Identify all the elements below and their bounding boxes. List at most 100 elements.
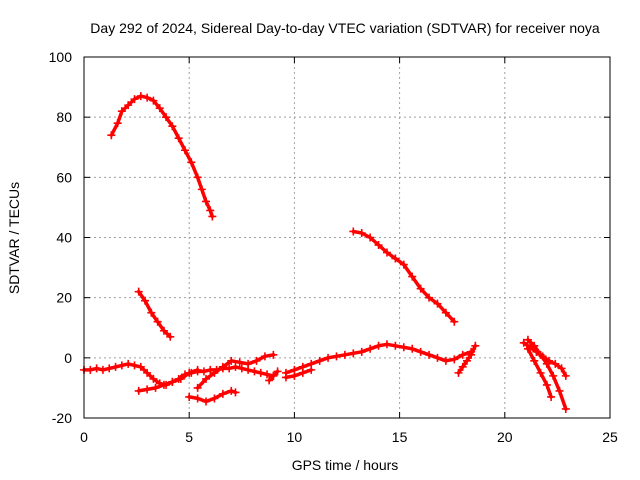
data-point — [149, 374, 158, 383]
data-point — [113, 119, 122, 128]
data-point — [92, 364, 101, 373]
data-point — [458, 362, 467, 371]
data-point — [130, 95, 139, 104]
data-point — [273, 367, 282, 376]
chart-title: Day 292 of 2024, Sidereal Day-to-day VTE… — [90, 20, 600, 36]
data-point — [441, 308, 450, 317]
data-point — [391, 254, 400, 263]
data-point — [382, 340, 391, 349]
data-point — [227, 356, 236, 365]
data-point — [124, 359, 133, 368]
data-point — [530, 356, 539, 365]
data-point — [542, 359, 551, 368]
x-tick-label: 25 — [602, 429, 618, 445]
data-point — [147, 308, 156, 317]
data-point — [151, 383, 160, 392]
data-point — [250, 367, 259, 376]
data-point — [185, 368, 194, 377]
data-point — [408, 344, 417, 353]
data-point — [433, 353, 442, 362]
grid — [84, 57, 610, 418]
series-arc-11 — [454, 341, 480, 377]
data-point — [454, 368, 463, 377]
y-tick-label: 0 — [64, 350, 72, 366]
data-point — [218, 362, 227, 371]
data-point — [536, 350, 545, 359]
data-point — [180, 146, 189, 155]
data-point — [117, 361, 126, 370]
data-point — [166, 332, 175, 341]
data-point — [202, 397, 211, 406]
data-point — [391, 341, 400, 350]
data-point — [237, 364, 246, 373]
data-point — [263, 370, 272, 379]
data-point — [462, 356, 471, 365]
data-point — [374, 241, 383, 250]
series-trace — [136, 289, 173, 339]
data-point — [441, 356, 450, 365]
data-point — [235, 358, 244, 367]
data-point — [471, 341, 480, 350]
data-point — [281, 373, 290, 382]
data-point — [366, 233, 375, 242]
data-point — [130, 361, 139, 370]
data-point — [143, 93, 152, 102]
data-point — [159, 326, 168, 335]
data-point — [269, 371, 278, 380]
data-point — [298, 368, 307, 377]
data-point — [159, 380, 168, 389]
data-point — [185, 392, 194, 401]
series-arc-8 — [265, 367, 282, 385]
x-tick-label: 0 — [80, 429, 88, 445]
data-point — [187, 158, 196, 167]
data-point — [136, 92, 145, 101]
series-arc-10 — [281, 365, 316, 382]
data-point — [542, 380, 551, 389]
data-point — [210, 394, 219, 403]
data-point — [315, 356, 324, 365]
data-point — [425, 350, 434, 359]
y-tick-label: 60 — [56, 169, 72, 185]
data-point — [105, 364, 114, 373]
series-arc-7 — [193, 350, 278, 392]
data-point — [557, 364, 566, 373]
axis-ticks: 0 5 10 15 20 25 -20 0 20 40 60 80 100 — [49, 49, 618, 445]
data-point — [111, 362, 120, 371]
series-arc-13 — [523, 335, 570, 413]
x-tick-label: 5 — [185, 429, 193, 445]
data-point — [561, 371, 570, 380]
series-arc-2 — [134, 287, 175, 341]
data-point — [519, 338, 528, 347]
data-point — [549, 371, 558, 380]
data-point — [208, 212, 217, 221]
series-arc-6 — [185, 386, 240, 406]
data-point — [555, 386, 564, 395]
data-point — [416, 284, 425, 293]
data-point — [193, 383, 202, 392]
data-point — [252, 356, 261, 365]
y-tick-label: 20 — [56, 290, 72, 306]
series-trace — [195, 353, 276, 390]
data-point — [536, 368, 545, 377]
data-point — [265, 376, 274, 385]
data-point — [227, 386, 236, 395]
x-tick-label: 20 — [497, 429, 513, 445]
data-point — [197, 185, 206, 194]
series-trace — [284, 368, 313, 380]
data-point — [324, 353, 333, 362]
data-point — [450, 317, 459, 326]
data-point — [399, 343, 408, 352]
data-point — [547, 392, 556, 401]
data-point — [124, 101, 133, 110]
data-point — [168, 122, 177, 131]
y-tick-label: 80 — [56, 109, 72, 125]
y-axis-label: SDTVAR / TECUs — [6, 182, 22, 294]
data-point — [107, 131, 116, 140]
data-point — [416, 347, 425, 356]
data-point — [332, 352, 341, 361]
data-point — [153, 317, 162, 326]
series-layer — [80, 92, 570, 413]
data-point — [134, 386, 143, 395]
data-point — [143, 368, 152, 377]
data-point — [193, 365, 202, 374]
